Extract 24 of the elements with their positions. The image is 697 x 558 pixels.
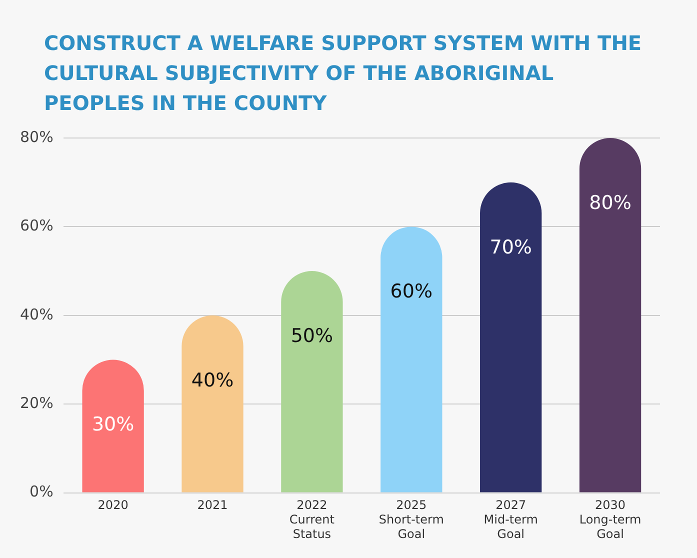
- bar: [380, 226, 442, 492]
- x-tick-label: 2027 Mid-term Goal: [484, 498, 538, 541]
- data-label: 30%: [92, 414, 134, 436]
- data-label: 50%: [290, 324, 334, 347]
- x-tick-label: 2022 Current Status: [289, 498, 335, 541]
- data-label: 60%: [390, 280, 433, 303]
- x-tick-label: 2030 Long-term Goal: [579, 498, 642, 541]
- data-label: 40%: [191, 369, 234, 392]
- data-label: 70%: [490, 236, 532, 258]
- bar: [579, 138, 642, 492]
- bar: [281, 271, 343, 492]
- y-tick-label: 80%: [20, 128, 54, 146]
- y-tick-label: 60%: [20, 216, 54, 235]
- x-tick-label: 2021: [197, 498, 228, 512]
- chart-title: CONSTRUCT A WELFARE SUPPORT SYSTEM WITH THE CULTURAL SUBJECTIVITY OF THE ABORIGINAL PEOPLES IN THE COUNTY: [44, 30, 643, 117]
- x-tick-label: 2025 Short-term Goal: [378, 498, 444, 541]
- bar: [182, 315, 244, 492]
- y-tick-label: 0%: [30, 482, 54, 501]
- x-tick-label: 2020: [98, 498, 128, 512]
- data-label: 80%: [589, 192, 632, 214]
- bar: [480, 182, 542, 492]
- y-tick-label: 40%: [20, 305, 54, 324]
- bar: [82, 360, 144, 492]
- y-tick-label: 20%: [20, 394, 54, 412]
